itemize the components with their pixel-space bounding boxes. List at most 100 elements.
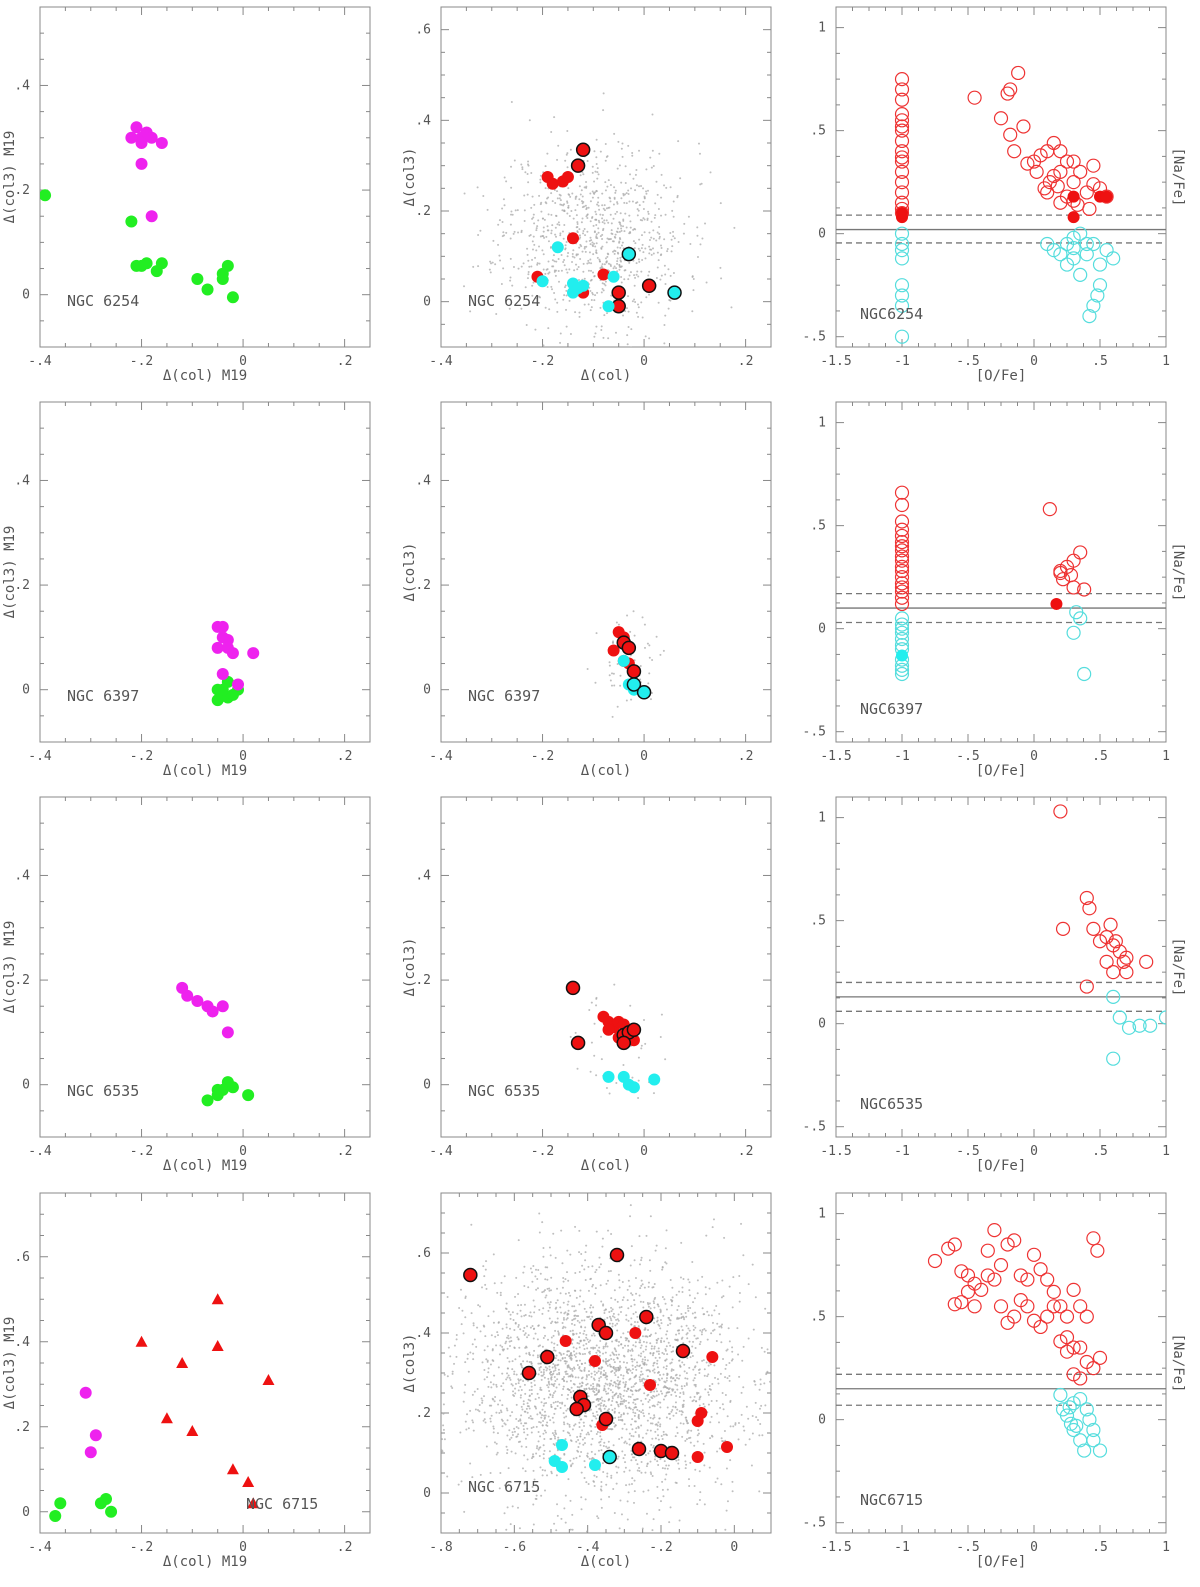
background-point bbox=[442, 1428, 445, 1431]
background-point bbox=[645, 296, 648, 299]
background-point bbox=[619, 674, 622, 677]
background-point bbox=[495, 1385, 498, 1388]
background-point bbox=[634, 1345, 637, 1348]
background-point bbox=[659, 1425, 662, 1428]
background-point bbox=[614, 1550, 616, 1552]
background-point bbox=[591, 171, 594, 174]
background-point bbox=[600, 1035, 603, 1038]
background-point bbox=[758, 1490, 761, 1493]
background-point bbox=[554, 1367, 557, 1370]
data-point bbox=[100, 1493, 112, 1505]
background-point bbox=[446, 1295, 449, 1298]
background-point bbox=[565, 1380, 568, 1383]
background-point bbox=[631, 1349, 634, 1352]
background-point bbox=[600, 267, 603, 270]
background-point bbox=[558, 1401, 561, 1404]
background-point bbox=[604, 1371, 607, 1374]
background-point bbox=[549, 1371, 552, 1374]
background-point bbox=[519, 1385, 522, 1388]
background-point bbox=[699, 1491, 702, 1494]
background-point bbox=[613, 186, 616, 189]
background-point bbox=[648, 252, 651, 255]
background-point bbox=[507, 1337, 510, 1340]
background-point bbox=[542, 1255, 545, 1258]
open-data-point bbox=[894, 549, 910, 564]
background-point bbox=[640, 1256, 643, 1259]
series-open_red bbox=[894, 65, 1114, 221]
background-point bbox=[614, 1382, 617, 1385]
background-point bbox=[462, 1332, 465, 1335]
cluster-label: NGC 6715 bbox=[246, 1495, 318, 1513]
background-point bbox=[693, 1366, 696, 1369]
background-point bbox=[566, 1303, 569, 1306]
background-point bbox=[495, 1411, 498, 1414]
background-point bbox=[575, 254, 578, 257]
background-point bbox=[666, 1488, 669, 1491]
background-point bbox=[524, 1332, 527, 1335]
series-cyan bbox=[548, 1439, 601, 1473]
background-point bbox=[507, 1310, 510, 1313]
open-data-point bbox=[894, 528, 910, 544]
background-point bbox=[624, 1380, 627, 1383]
background-point bbox=[547, 1415, 550, 1418]
background-point bbox=[460, 1323, 463, 1326]
background-point bbox=[583, 1268, 586, 1271]
background-point bbox=[696, 1337, 699, 1340]
background-point bbox=[527, 181, 530, 184]
background-point bbox=[527, 270, 530, 273]
background-point bbox=[561, 1262, 564, 1265]
background-point bbox=[564, 1356, 567, 1359]
background-point bbox=[533, 1478, 536, 1481]
background-point bbox=[641, 243, 644, 246]
background-point bbox=[637, 303, 640, 306]
background-point bbox=[652, 229, 655, 232]
data-point bbox=[145, 210, 158, 223]
background-point bbox=[619, 1366, 622, 1369]
background-point bbox=[653, 1347, 656, 1350]
background-point bbox=[614, 1366, 617, 1369]
open-data-point bbox=[894, 278, 910, 293]
background-point bbox=[584, 1259, 587, 1262]
background-point bbox=[656, 1460, 659, 1463]
background-point bbox=[628, 1483, 631, 1486]
triangle-data-point bbox=[186, 1425, 199, 1436]
background-point bbox=[523, 1333, 526, 1336]
background-point bbox=[505, 231, 508, 234]
background-point bbox=[498, 1353, 501, 1356]
open-data-point bbox=[1046, 135, 1061, 151]
background-point bbox=[625, 360, 627, 362]
open-data-point bbox=[894, 154, 910, 169]
background-point bbox=[576, 1436, 579, 1439]
background-point bbox=[723, 1236, 726, 1239]
background-point bbox=[539, 203, 542, 206]
background-point bbox=[640, 1411, 643, 1414]
background-point bbox=[678, 1332, 681, 1335]
background-point bbox=[603, 1441, 606, 1444]
background-point bbox=[576, 1386, 579, 1389]
background-point bbox=[677, 1377, 680, 1380]
background-point bbox=[653, 1414, 656, 1417]
background-point bbox=[547, 1377, 550, 1380]
background-point bbox=[632, 228, 635, 231]
background-point bbox=[582, 1443, 585, 1446]
background-point bbox=[672, 1368, 675, 1371]
background-point bbox=[567, 252, 570, 255]
background-point bbox=[590, 1450, 593, 1453]
background-point bbox=[658, 235, 661, 238]
background-point bbox=[616, 262, 619, 265]
background-point bbox=[687, 1305, 690, 1308]
background-point bbox=[657, 1352, 660, 1355]
background-point bbox=[575, 214, 578, 217]
background-point bbox=[713, 1364, 716, 1367]
background-point bbox=[634, 1412, 637, 1415]
background-point bbox=[775, 1406, 777, 1408]
x-tick-label: -.4 bbox=[429, 354, 453, 369]
background-point bbox=[554, 1401, 557, 1404]
background-point bbox=[509, 1378, 512, 1381]
background-point bbox=[509, 1317, 512, 1320]
background-point bbox=[643, 623, 646, 626]
background-point bbox=[653, 1302, 656, 1305]
y-tick-label: .5 bbox=[810, 519, 826, 534]
background-point bbox=[724, 1376, 727, 1379]
data-point bbox=[247, 647, 260, 660]
